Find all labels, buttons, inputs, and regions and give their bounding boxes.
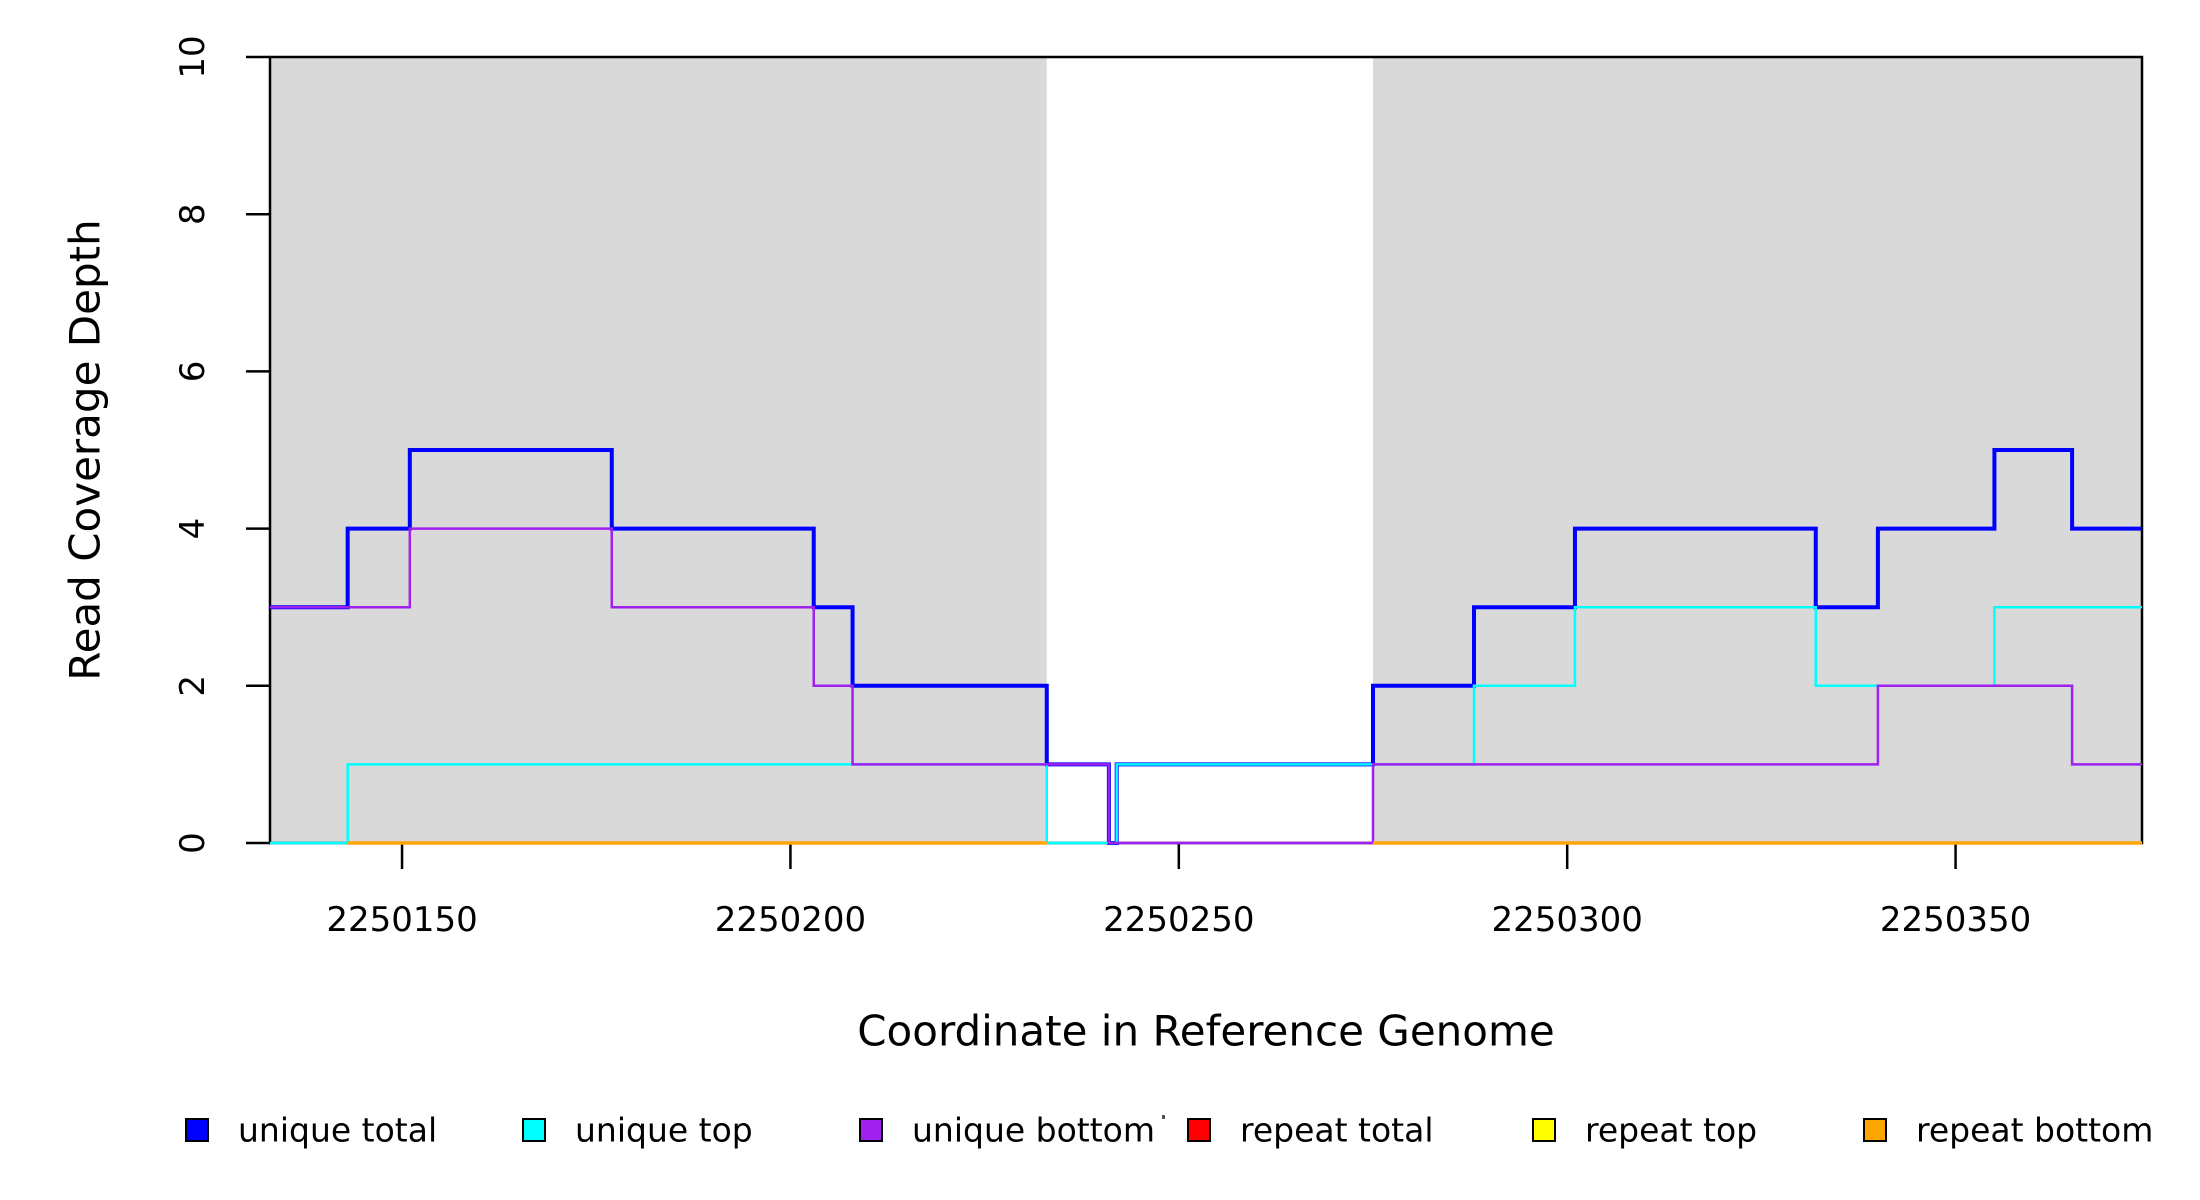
y-tick-label: 4 bbox=[173, 518, 213, 540]
legend-label-repeat-total: repeat total bbox=[1240, 1111, 1434, 1150]
shaded-band bbox=[270, 57, 1047, 843]
legend-label-unique-total: unique total bbox=[238, 1111, 437, 1150]
legend-label-unique-top: unique top bbox=[575, 1111, 753, 1150]
x-tick-label: 2250200 bbox=[715, 900, 866, 940]
legend-swatch-repeat-bottom bbox=[1863, 1118, 1887, 1142]
x-tick-label: 2250350 bbox=[1880, 900, 2031, 940]
x-tick-label: 2250150 bbox=[326, 900, 477, 940]
y-tick-label: 2 bbox=[173, 675, 213, 697]
y-tick-label: 10 bbox=[173, 35, 213, 78]
stray-mark bbox=[1162, 1115, 1165, 1119]
legend-label-unique-bottom: unique bottom bbox=[912, 1111, 1155, 1150]
legend-swatch-unique-bottom bbox=[859, 1118, 883, 1142]
x-axis-title: Coordinate in Reference Genome bbox=[857, 1007, 1555, 1056]
y-tick-label: 8 bbox=[173, 203, 213, 225]
legend-label-repeat-bottom: repeat bottom bbox=[1916, 1111, 2153, 1150]
y-axis-title: Read Coverage Depth bbox=[61, 219, 110, 680]
y-tick-label: 6 bbox=[173, 361, 213, 383]
y-tick-label: 0 bbox=[173, 832, 213, 854]
legend-label-repeat-top: repeat top bbox=[1585, 1111, 1757, 1150]
series-line-unique-bottom bbox=[270, 527, 2142, 845]
legend-swatch-repeat-top bbox=[1532, 1118, 1556, 1142]
legend: unique total unique top unique bottom repea… bbox=[185, 1111, 2153, 1150]
coverage-step-lines bbox=[270, 448, 2142, 845]
axis-tick-labels: 2250150 2250200 2250250 2250300 2250350 0 2 4 6 8… bbox=[173, 35, 2031, 940]
legend-swatch-repeat-total bbox=[1187, 1118, 1211, 1142]
legend-swatch-unique-top bbox=[522, 1118, 546, 1142]
axis-ticks bbox=[246, 55, 1957, 869]
legend-swatch-unique-total bbox=[185, 1118, 209, 1142]
x-tick-label: 2250300 bbox=[1491, 900, 1642, 940]
x-tick-label: 2250250 bbox=[1103, 900, 1254, 940]
